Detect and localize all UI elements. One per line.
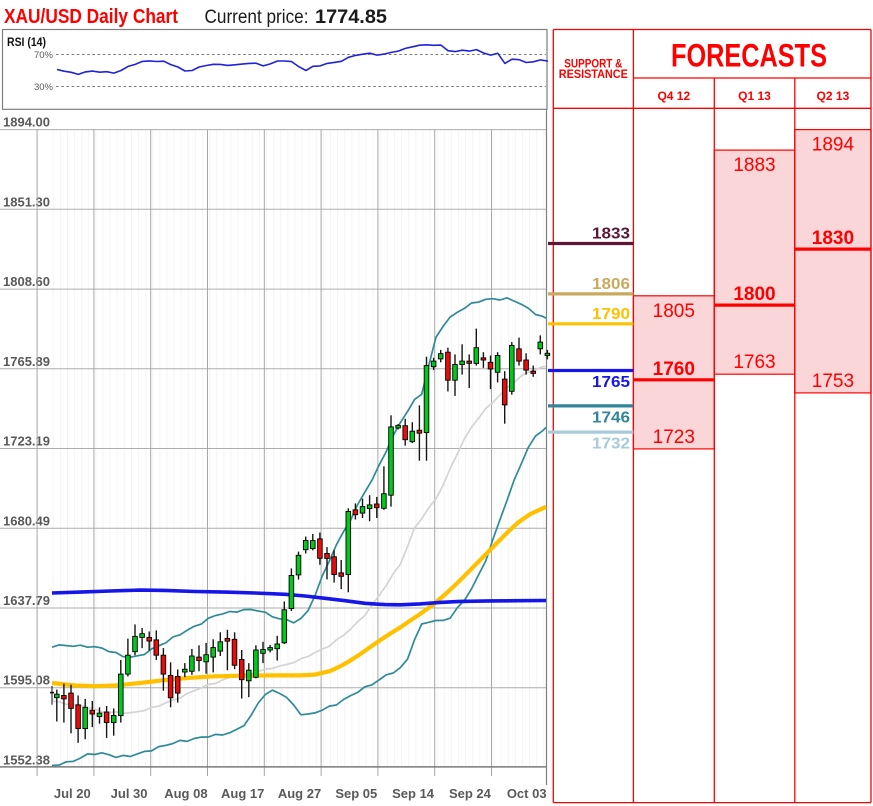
svg-text:Sep 14: Sep 14 (392, 786, 435, 801)
svg-text:1805: 1805 (653, 301, 695, 322)
svg-text:Sep 05: Sep 05 (335, 786, 377, 801)
svg-text:1680.49: 1680.49 (3, 513, 50, 528)
svg-text:1833: 1833 (592, 226, 630, 243)
svg-text:1732: 1732 (592, 436, 630, 453)
svg-text:FORECASTS: FORECASTS (671, 38, 827, 74)
svg-text:Current price:: Current price: (205, 7, 309, 28)
svg-text:1723: 1723 (653, 427, 695, 448)
svg-text:XAU/USD Daily Chart: XAU/USD Daily Chart (4, 6, 178, 28)
svg-text:1595.08: 1595.08 (3, 673, 50, 688)
svg-text:1790: 1790 (592, 306, 630, 323)
svg-text:1808.60: 1808.60 (3, 274, 50, 289)
svg-text:1760: 1760 (653, 359, 695, 380)
svg-text:Oct 03: Oct 03 (507, 786, 547, 801)
svg-text:1851.30: 1851.30 (3, 194, 50, 209)
svg-text:1830: 1830 (812, 228, 854, 249)
svg-text:1894.00: 1894.00 (3, 115, 50, 130)
svg-text:Sep 24: Sep 24 (449, 786, 492, 801)
svg-text:SUPPORT &: SUPPORT & (564, 56, 622, 70)
svg-text:Q2 13: Q2 13 (817, 89, 850, 103)
svg-text:70%: 70% (34, 50, 54, 61)
svg-text:Jul 30: Jul 30 (111, 786, 148, 801)
svg-text:Q4 12: Q4 12 (657, 89, 690, 103)
svg-text:1883: 1883 (733, 155, 775, 176)
svg-text:1746: 1746 (592, 409, 630, 426)
svg-text:1552.38: 1552.38 (3, 753, 50, 768)
svg-text:1765.89: 1765.89 (3, 354, 50, 369)
svg-text:Aug 17: Aug 17 (221, 786, 264, 801)
svg-text:Jul 20: Jul 20 (54, 786, 91, 801)
svg-text:RSI (14): RSI (14) (7, 37, 46, 49)
svg-text:1774.85: 1774.85 (315, 7, 387, 28)
svg-text:1763: 1763 (733, 352, 775, 373)
svg-text:Aug 08: Aug 08 (164, 786, 207, 801)
svg-text:RESISTANCE: RESISTANCE (559, 67, 628, 81)
svg-text:30%: 30% (34, 82, 54, 93)
svg-text:1637.79: 1637.79 (3, 593, 50, 608)
svg-text:1723.19: 1723.19 (3, 434, 50, 449)
svg-text:1806: 1806 (592, 276, 630, 293)
svg-text:Q1 13: Q1 13 (738, 89, 771, 103)
svg-text:1765: 1765 (592, 374, 630, 391)
svg-text:1894: 1894 (812, 135, 855, 156)
svg-text:1753: 1753 (812, 371, 854, 392)
svg-text:1800: 1800 (733, 284, 775, 305)
svg-text:Aug 27: Aug 27 (278, 786, 321, 801)
